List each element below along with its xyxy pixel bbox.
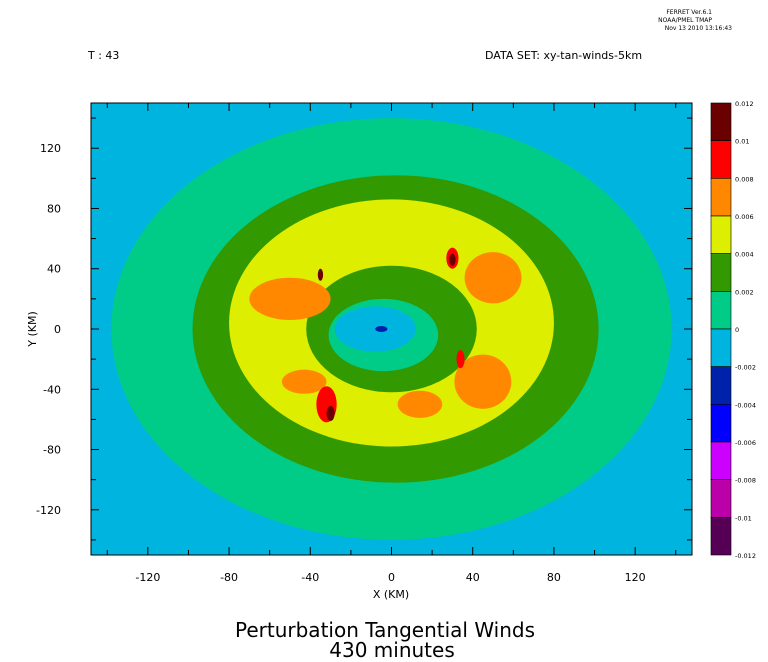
colorbar-bin <box>710 291 732 330</box>
x-axis-label: X (KM) <box>373 588 409 601</box>
y-tick-label: 0 <box>54 323 61 336</box>
colorbar-label: -0.002 <box>735 364 756 372</box>
colorbar-bin <box>710 178 732 217</box>
x-tick-label: -80 <box>220 571 238 584</box>
colorbar-label: 0.004 <box>735 251 754 259</box>
contour-region-15 <box>326 405 335 421</box>
colorbar-label: -0.012 <box>735 552 756 560</box>
colorbar-bin <box>710 102 732 141</box>
colorbar-bin <box>710 441 732 480</box>
colorbar-bin <box>710 479 732 518</box>
colorbar-bin <box>710 140 732 179</box>
contour-region-8 <box>464 252 522 304</box>
contour-region-14 <box>456 350 465 369</box>
contour-region-16 <box>449 253 456 266</box>
contour-region-11 <box>281 369 327 394</box>
colorbar-label: 0.01 <box>735 138 749 146</box>
ferret-version-text: FERRET Ver.6.1 <box>666 9 712 16</box>
y-tick-label: -120 <box>36 504 61 517</box>
x-tick-label: -120 <box>135 571 160 584</box>
colorbar-label: -0.006 <box>735 439 756 447</box>
colorbar-bin <box>710 404 732 443</box>
contour-field <box>111 118 672 540</box>
x-tick-label: 40 <box>466 571 480 584</box>
contour-region-5 <box>334 306 416 352</box>
colorbar-label: 0 <box>735 326 739 334</box>
y-axis-label: Y (KM) <box>26 311 39 348</box>
colorbar-label: 0.006 <box>735 213 754 221</box>
contour-region-10 <box>397 390 443 418</box>
colorbar-bin <box>710 328 732 367</box>
x-tick-label: -40 <box>301 571 319 584</box>
time-label: T : 43 <box>87 49 119 62</box>
colorbar-bin <box>710 253 732 292</box>
colorbar-label: 0.002 <box>735 288 754 296</box>
y-tick-label: 80 <box>47 202 61 215</box>
dataset-label: DATA SET: xy-tan-winds-5km <box>485 49 642 62</box>
colorbar-label: 0.012 <box>735 100 754 108</box>
colorbar-bin <box>710 215 732 254</box>
colorbar: 0.012 0.01 0.008 0.006 0.004 0.002 0 -0.002 -0.0… <box>710 100 756 560</box>
ferret-org-text: NOAA/PMEL TMAP <box>658 17 712 24</box>
colorbar-label: -0.004 <box>735 401 756 409</box>
y-tick-label: 40 <box>47 263 61 276</box>
y-tick-label: -40 <box>43 383 61 396</box>
contour-region-17 <box>317 268 324 281</box>
ferret-date-text: Nov 13 2010 13:16:43 <box>665 25 732 32</box>
chart-title: Perturbation Tangential Winds <box>235 618 535 642</box>
contour-region-6 <box>375 325 388 333</box>
contour-region-9 <box>454 354 512 409</box>
contour-region-7 <box>249 277 331 320</box>
x-tick-label: 0 <box>388 571 395 584</box>
colorbar-bin <box>710 517 732 556</box>
x-tick-label: 80 <box>547 571 561 584</box>
chart-subtitle: 430 minutes <box>329 638 455 662</box>
axes: -120 -80 -40 0 40 80 120 120 80 40 0 -40 -80 -120 <box>36 103 692 584</box>
y-tick-label: 120 <box>40 142 61 155</box>
y-tick-label: -80 <box>43 444 61 457</box>
colorbar-label: -0.008 <box>735 477 756 485</box>
x-tick-label: 120 <box>625 571 646 584</box>
colorbar-label: 0.008 <box>735 175 754 183</box>
colorbar-bin <box>710 366 732 405</box>
colorbar-label: -0.01 <box>735 514 752 522</box>
